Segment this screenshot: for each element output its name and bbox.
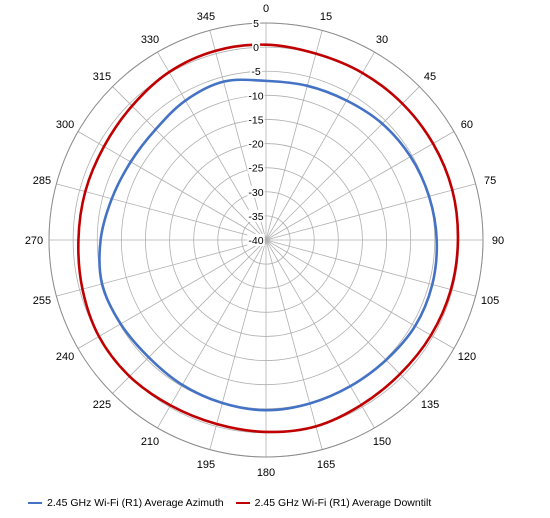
grid-spoke — [265, 131, 455, 241]
angle-label-120: 120 — [458, 351, 476, 363]
series-line-downtilt — [77, 43, 460, 434]
angle-label-195: 195 — [197, 459, 215, 471]
angle-label-105: 105 — [481, 295, 499, 307]
radial-label--25: -25 — [248, 163, 263, 175]
radial-label-bg — [247, 209, 265, 222]
radial-label-5: 5 — [253, 18, 259, 30]
angle-label-45: 45 — [424, 71, 436, 83]
legend-label-downtilt: 2.45 GHz Wi-Fi (R1) Average Downtilt — [254, 497, 432, 509]
grid-spoke — [209, 239, 267, 450]
grid-spoke — [157, 239, 267, 429]
radial-label--10: -10 — [248, 90, 263, 102]
angle-label-150: 150 — [373, 436, 391, 448]
angle-label-75: 75 — [484, 175, 496, 187]
angle-label-180: 180 — [257, 467, 275, 479]
grid-spoke — [265, 51, 375, 241]
grid-spoke — [157, 51, 267, 241]
radial-label--30: -30 — [248, 187, 263, 199]
grid-spoke — [209, 30, 267, 241]
outer-ring — [48, 22, 484, 458]
grid-spoke — [77, 239, 267, 349]
label-layer: 0 15 30 45 60 75 90 105 120 135 150 165 180 195 210 225… — [25, 3, 504, 479]
legend-swatch-downtilt — [235, 502, 250, 504]
radial-label--5: -5 — [251, 66, 260, 78]
radial-label--15: -15 — [248, 114, 263, 126]
angle-label-270: 270 — [25, 235, 43, 247]
grid-spoke — [265, 239, 476, 297]
grid-spoke — [265, 239, 323, 450]
grid-spoke — [265, 86, 420, 241]
polar-chart: 0 15 30 45 60 75 90 105 120 135 150 165 180 195 210 225… — [25, 3, 504, 479]
grid-spoke — [265, 30, 323, 241]
angle-label-15: 15 — [320, 11, 332, 23]
angle-label-240: 240 — [56, 351, 74, 363]
angle-label-255: 255 — [33, 295, 51, 307]
radial-label-bg — [247, 113, 265, 126]
grid-spoke — [265, 239, 420, 394]
legend-item-azimuth: 2.45 GHz Wi-Fi (R1) Average Azimuth — [28, 497, 224, 509]
legend: 2.45 GHz Wi-Fi (R1) Average Azimuth 2.45… — [28, 497, 443, 509]
series-line-azimuth — [98, 78, 439, 412]
angle-label-30: 30 — [376, 34, 388, 46]
radial-label-bg — [247, 89, 265, 102]
grid-spoke — [265, 183, 476, 241]
legend-swatch-azimuth — [28, 502, 42, 504]
radial-label-bg — [250, 65, 262, 78]
grid-spoke — [77, 131, 267, 241]
radial-label--20: -20 — [248, 139, 263, 151]
radial-label-bg — [247, 185, 265, 198]
polar-grid — [48, 22, 484, 458]
angle-label-345: 345 — [197, 11, 215, 23]
angle-label-210: 210 — [141, 436, 159, 448]
angle-label-60: 60 — [461, 119, 473, 131]
radial-label-bg — [252, 41, 261, 54]
grid-spoke — [56, 183, 267, 241]
radial-label--40: -40 — [248, 235, 263, 247]
angle-label-300: 300 — [56, 119, 74, 131]
angle-label-225: 225 — [93, 399, 111, 411]
angle-label-90: 90 — [492, 235, 504, 247]
legend-label-azimuth: 2.45 GHz Wi-Fi (R1) Average Azimuth — [47, 497, 224, 509]
radial-label-bg — [247, 137, 265, 150]
radial-label-bg — [252, 17, 261, 29]
grid-spoke — [112, 239, 267, 394]
angle-label-285: 285 — [33, 175, 51, 187]
angle-label-0: 0 — [263, 3, 269, 15]
angle-label-330: 330 — [141, 34, 159, 46]
angle-label-165: 165 — [317, 459, 335, 471]
grid-spoke — [56, 239, 267, 297]
angle-label-315: 315 — [93, 71, 111, 83]
grid-spoke — [265, 239, 455, 349]
radial-label-bg — [247, 161, 265, 174]
grid-spoke — [112, 86, 267, 241]
angle-label-135: 135 — [421, 399, 439, 411]
radial-label-0: 0 — [253, 42, 259, 54]
grid-spoke — [265, 239, 375, 429]
series-layer — [77, 43, 460, 434]
radial-label--35: -35 — [248, 211, 263, 223]
radial-label-bg — [247, 234, 265, 246]
legend-item-downtilt: 2.45 GHz Wi-Fi (R1) Average Downtilt — [235, 497, 432, 509]
